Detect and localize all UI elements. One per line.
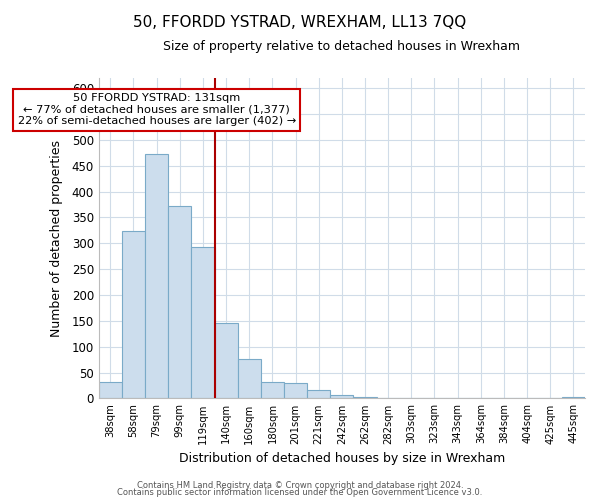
Text: 50, FFORDD YSTRAD, WREXHAM, LL13 7QQ: 50, FFORDD YSTRAD, WREXHAM, LL13 7QQ <box>133 15 467 30</box>
Bar <box>261 382 284 398</box>
Text: Contains HM Land Registry data © Crown copyright and database right 2024.: Contains HM Land Registry data © Crown c… <box>137 480 463 490</box>
X-axis label: Distribution of detached houses by size in Wrexham: Distribution of detached houses by size … <box>179 452 505 465</box>
Bar <box>145 154 168 398</box>
Bar <box>191 247 215 398</box>
Bar <box>331 395 353 398</box>
Title: Size of property relative to detached houses in Wrexham: Size of property relative to detached ho… <box>163 40 520 53</box>
Bar <box>215 324 238 398</box>
Y-axis label: Number of detached properties: Number of detached properties <box>50 140 64 336</box>
Bar <box>307 390 331 398</box>
Bar <box>99 382 122 398</box>
Text: 50 FFORDD YSTRAD: 131sqm
← 77% of detached houses are smaller (1,377)
22% of sem: 50 FFORDD YSTRAD: 131sqm ← 77% of detach… <box>17 94 296 126</box>
Text: Contains public sector information licensed under the Open Government Licence v3: Contains public sector information licen… <box>118 488 482 497</box>
Bar <box>284 384 307 398</box>
Bar <box>238 359 261 399</box>
Bar <box>122 232 145 398</box>
Bar <box>168 206 191 398</box>
